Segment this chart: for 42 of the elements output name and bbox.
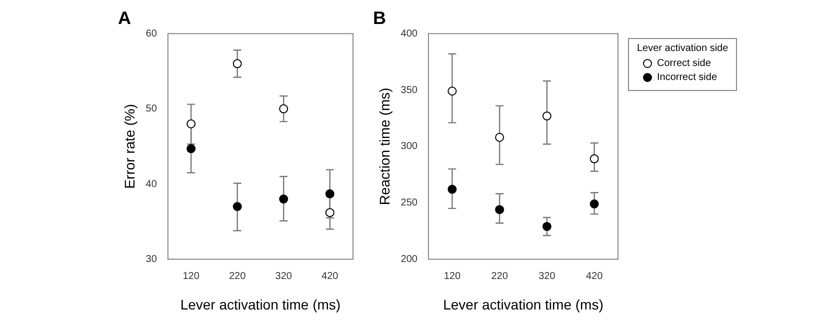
point — [232, 59, 242, 68]
x-tick-label: 220 — [491, 270, 508, 282]
x-tick-label: 120 — [182, 270, 200, 282]
point — [279, 194, 288, 204]
point — [325, 189, 334, 198]
y-axis-title: Error rate (%) — [121, 104, 138, 189]
legend-label: Correct side — [657, 58, 711, 69]
point — [590, 199, 599, 208]
y-tick-label: 40 — [146, 178, 158, 190]
point — [232, 202, 242, 212]
y-tick-label: 400 — [400, 28, 418, 40]
y-tick-label: 200 — [400, 254, 418, 265]
point — [279, 104, 288, 114]
point — [448, 86, 457, 96]
y-tick-label: 50 — [146, 104, 158, 115]
point — [448, 184, 457, 194]
chart-title: B — [373, 8, 386, 28]
x-tick-label: 420 — [322, 270, 339, 282]
chart-title: A — [118, 8, 131, 28]
legend-title: Lever activation side — [637, 43, 728, 54]
point — [186, 119, 196, 128]
point — [325, 208, 334, 218]
point — [186, 144, 196, 154]
x-tick-label: 220 — [228, 270, 246, 282]
point — [542, 111, 552, 120]
legend-label: Incorrect side — [657, 72, 718, 83]
y-axis-title: Reaction time (ms) — [376, 88, 392, 206]
x-tick-label: 320 — [538, 270, 556, 282]
x-tick-label: 320 — [275, 270, 292, 282]
point — [590, 154, 599, 164]
point — [495, 205, 504, 214]
y-tick-label: 350 — [400, 84, 418, 96]
y-tick-label: 30 — [146, 254, 158, 265]
y-tick-label: 60 — [146, 28, 158, 40]
x-axis-title: Lever activation time (ms) — [443, 296, 604, 312]
x-tick-label: 420 — [586, 270, 604, 282]
x-tick-label: 120 — [444, 270, 461, 282]
x-axis-title: Lever activation time (ms) — [180, 296, 341, 312]
point — [542, 222, 552, 231]
point — [495, 132, 504, 142]
y-tick-label: 250 — [400, 198, 418, 209]
y-tick-label: 300 — [400, 141, 418, 152]
